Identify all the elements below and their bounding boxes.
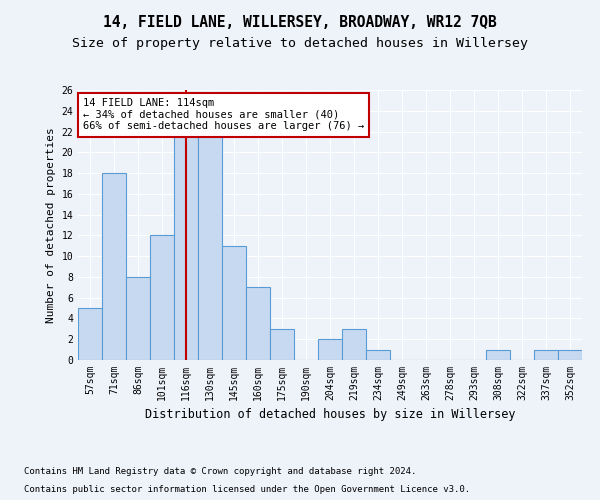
X-axis label: Distribution of detached houses by size in Willersey: Distribution of detached houses by size … bbox=[145, 408, 515, 422]
Y-axis label: Number of detached properties: Number of detached properties bbox=[46, 127, 56, 323]
Bar bbox=[174, 132, 198, 360]
Bar bbox=[246, 288, 270, 360]
Bar bbox=[222, 246, 246, 360]
Text: Contains HM Land Registry data © Crown copyright and database right 2024.: Contains HM Land Registry data © Crown c… bbox=[24, 467, 416, 476]
Text: Size of property relative to detached houses in Willersey: Size of property relative to detached ho… bbox=[72, 38, 528, 51]
Text: 14, FIELD LANE, WILLERSEY, BROADWAY, WR12 7QB: 14, FIELD LANE, WILLERSEY, BROADWAY, WR1… bbox=[103, 15, 497, 30]
Bar bbox=[534, 350, 558, 360]
Bar bbox=[270, 329, 294, 360]
Bar bbox=[558, 350, 582, 360]
Bar bbox=[486, 350, 510, 360]
Text: Contains public sector information licensed under the Open Government Licence v3: Contains public sector information licen… bbox=[24, 485, 470, 494]
Bar bbox=[318, 339, 342, 360]
Bar bbox=[198, 132, 222, 360]
Bar bbox=[126, 277, 150, 360]
Text: 14 FIELD LANE: 114sqm
← 34% of detached houses are smaller (40)
66% of semi-deta: 14 FIELD LANE: 114sqm ← 34% of detached … bbox=[83, 98, 364, 132]
Bar bbox=[366, 350, 390, 360]
Bar bbox=[150, 236, 174, 360]
Bar bbox=[102, 173, 126, 360]
Bar bbox=[78, 308, 102, 360]
Bar bbox=[342, 329, 366, 360]
